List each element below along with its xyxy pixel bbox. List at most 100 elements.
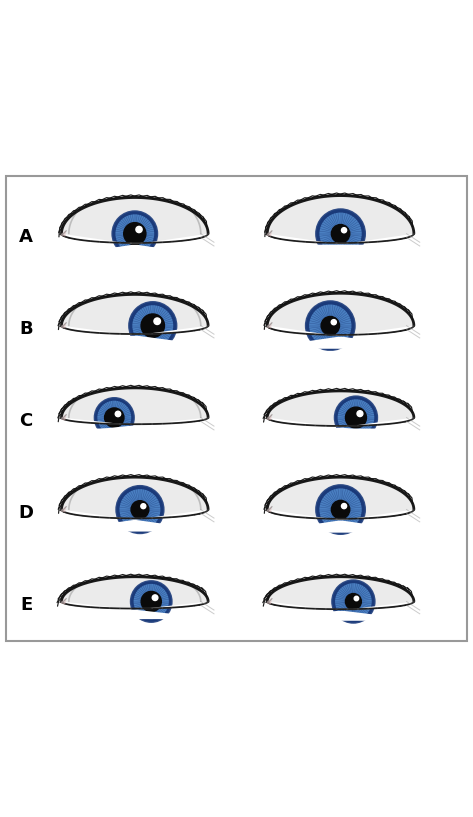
Circle shape: [327, 220, 354, 248]
Circle shape: [136, 505, 144, 514]
Circle shape: [141, 314, 165, 337]
Circle shape: [134, 306, 172, 345]
Circle shape: [96, 400, 132, 435]
Circle shape: [333, 581, 374, 623]
Circle shape: [147, 319, 158, 332]
Circle shape: [330, 499, 351, 520]
Circle shape: [131, 582, 171, 622]
Circle shape: [140, 313, 166, 339]
Circle shape: [141, 592, 161, 612]
Polygon shape: [51, 343, 219, 417]
Circle shape: [141, 592, 161, 612]
Circle shape: [315, 310, 345, 341]
Polygon shape: [51, 234, 219, 257]
Circle shape: [141, 504, 146, 509]
Circle shape: [102, 405, 126, 430]
Circle shape: [336, 398, 376, 437]
Circle shape: [129, 228, 140, 239]
Circle shape: [328, 498, 353, 522]
Circle shape: [325, 219, 356, 249]
Circle shape: [339, 508, 342, 511]
Circle shape: [144, 594, 159, 609]
Polygon shape: [61, 322, 66, 328]
Circle shape: [321, 214, 360, 253]
Polygon shape: [208, 161, 219, 252]
Polygon shape: [256, 261, 267, 344]
Circle shape: [324, 217, 357, 250]
Circle shape: [151, 324, 154, 327]
Circle shape: [350, 597, 357, 605]
Circle shape: [112, 415, 117, 420]
Polygon shape: [208, 552, 219, 615]
Polygon shape: [266, 230, 272, 237]
Text: D: D: [18, 504, 34, 522]
Circle shape: [118, 217, 151, 250]
Text: A: A: [19, 229, 33, 247]
Circle shape: [318, 211, 363, 257]
Circle shape: [146, 319, 160, 333]
Polygon shape: [61, 506, 66, 512]
Circle shape: [109, 413, 119, 422]
Circle shape: [131, 501, 149, 519]
Circle shape: [324, 319, 336, 332]
Polygon shape: [61, 294, 208, 334]
Circle shape: [348, 410, 364, 426]
Circle shape: [347, 595, 360, 608]
Polygon shape: [414, 552, 425, 617]
Circle shape: [323, 216, 359, 252]
Polygon shape: [266, 322, 272, 328]
Circle shape: [311, 306, 350, 346]
Circle shape: [319, 489, 362, 531]
Circle shape: [345, 407, 367, 428]
Polygon shape: [256, 158, 267, 252]
Polygon shape: [208, 444, 219, 527]
Circle shape: [321, 316, 340, 335]
Circle shape: [307, 303, 353, 348]
Circle shape: [318, 487, 363, 532]
Circle shape: [115, 411, 121, 417]
Circle shape: [338, 507, 343, 512]
Circle shape: [114, 213, 156, 255]
Polygon shape: [266, 506, 272, 512]
Circle shape: [131, 230, 139, 238]
Polygon shape: [414, 158, 425, 252]
Circle shape: [127, 497, 153, 523]
Circle shape: [346, 594, 361, 609]
Circle shape: [321, 490, 360, 529]
Circle shape: [306, 301, 354, 350]
Circle shape: [328, 221, 353, 246]
Polygon shape: [256, 234, 425, 257]
Circle shape: [320, 315, 341, 337]
Circle shape: [118, 488, 162, 532]
Circle shape: [345, 593, 361, 609]
Circle shape: [111, 414, 118, 422]
Polygon shape: [256, 510, 425, 533]
Circle shape: [136, 587, 166, 617]
Circle shape: [135, 585, 167, 618]
Circle shape: [142, 315, 163, 336]
Circle shape: [130, 302, 176, 349]
Circle shape: [105, 408, 124, 427]
Circle shape: [124, 222, 146, 245]
Circle shape: [333, 226, 348, 241]
Polygon shape: [51, 552, 61, 615]
Polygon shape: [267, 293, 414, 335]
Circle shape: [116, 486, 163, 533]
Circle shape: [335, 583, 372, 620]
Circle shape: [136, 226, 142, 233]
Circle shape: [318, 314, 342, 337]
Circle shape: [316, 485, 365, 534]
Circle shape: [332, 500, 350, 519]
Circle shape: [323, 318, 338, 333]
Circle shape: [329, 324, 332, 327]
Circle shape: [149, 599, 154, 604]
Circle shape: [120, 218, 150, 249]
Text: C: C: [19, 413, 33, 431]
Circle shape: [123, 221, 147, 246]
Circle shape: [139, 508, 141, 511]
Circle shape: [336, 505, 345, 514]
Polygon shape: [414, 364, 425, 435]
Polygon shape: [51, 143, 219, 234]
Polygon shape: [61, 198, 208, 243]
Polygon shape: [61, 388, 208, 424]
